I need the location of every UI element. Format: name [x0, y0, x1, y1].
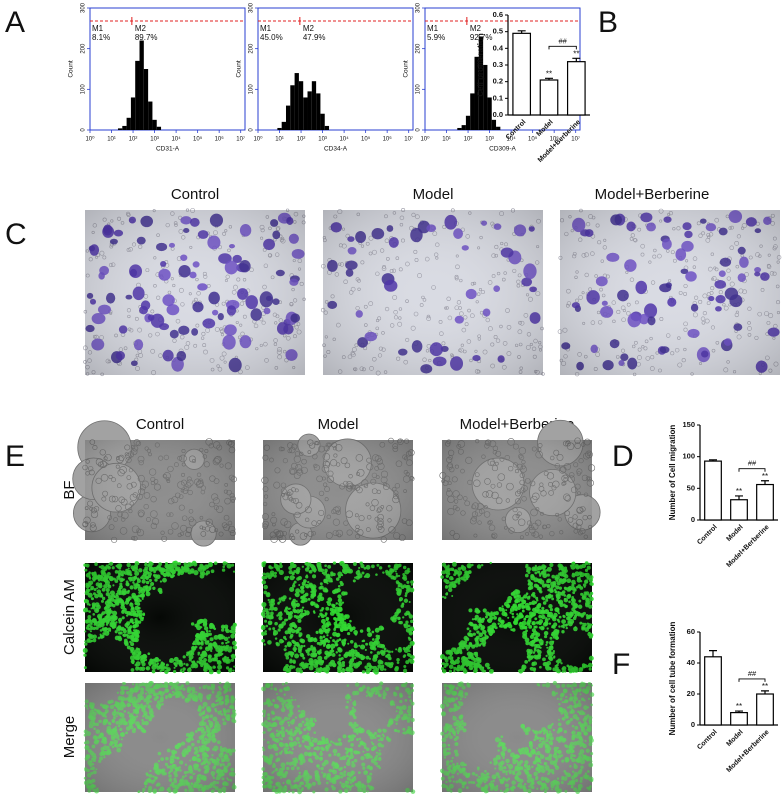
vignette — [263, 563, 413, 672]
panel-letter: B — [598, 6, 618, 39]
panel-letter: D — [612, 440, 634, 473]
row-label: Calcein AM — [61, 579, 78, 655]
column-header: Control — [171, 186, 219, 203]
row-label: Merge — [61, 716, 78, 759]
column-header: Model — [318, 416, 359, 433]
vignette — [560, 210, 780, 375]
vignette — [442, 440, 592, 540]
vignette — [263, 440, 413, 540]
column-header: Control — [136, 416, 184, 433]
micrograph — [83, 561, 237, 675]
micrograph — [440, 561, 594, 674]
vignette — [85, 683, 235, 792]
micrograph — [84, 681, 237, 794]
micrograph — [558, 209, 781, 376]
micrograph — [261, 561, 415, 675]
panel-letter: E — [5, 440, 25, 473]
column-header: Model+Berberine — [595, 186, 710, 203]
micrograph — [262, 434, 415, 545]
panel-letter: F — [612, 648, 630, 681]
column-header: Model — [413, 186, 454, 203]
micrograph — [440, 420, 600, 540]
panel-letter: C — [5, 218, 27, 251]
panel-letter: A — [5, 6, 25, 39]
vignette — [85, 440, 235, 540]
micrograph — [261, 681, 415, 794]
vignette — [263, 683, 413, 792]
micrograph — [83, 208, 305, 375]
vignette — [85, 563, 235, 672]
micrograph — [73, 421, 237, 546]
micrograph — [321, 208, 544, 375]
vignette — [85, 210, 305, 375]
vignette — [323, 210, 543, 375]
